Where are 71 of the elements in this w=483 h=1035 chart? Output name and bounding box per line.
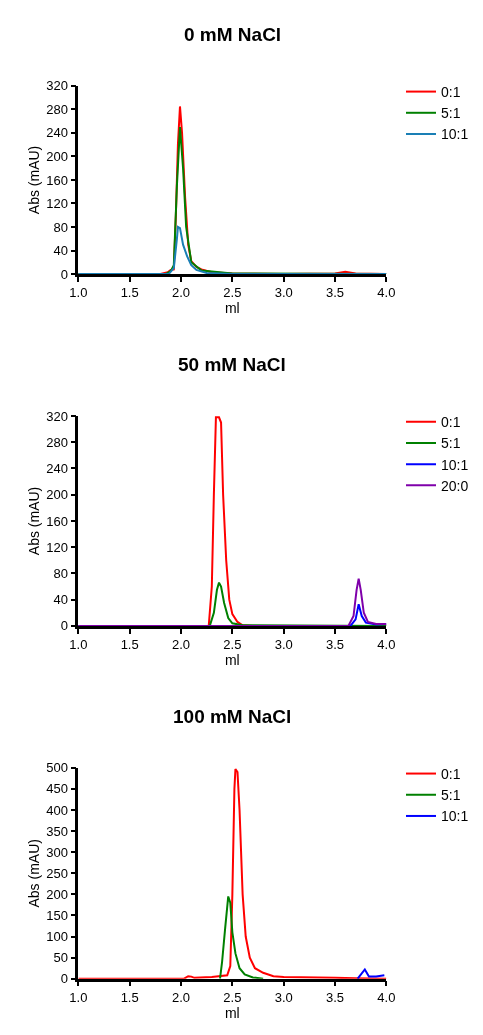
legend-label: 10:1 <box>441 126 469 143</box>
y-tick-label: 40 <box>53 243 68 259</box>
x-tick-label: 1.5 <box>120 285 139 301</box>
legend-label: 5:1 <box>441 435 461 452</box>
y-axis-title: Abs (mAU) <box>25 145 42 215</box>
x-axis-title: ml <box>224 1005 240 1022</box>
x-tick-label: 3.0 <box>274 637 293 653</box>
y-tick-label: 160 <box>46 172 68 188</box>
y-tick-label: 40 <box>53 592 68 608</box>
x-tick-label: 4.0 <box>377 285 396 301</box>
y-tick-label: 120 <box>46 539 68 555</box>
y-tick-label: 120 <box>46 196 68 212</box>
y-tick-label: 300 <box>46 844 68 860</box>
y-tick-label: 160 <box>46 513 68 529</box>
x-axis-title: ml <box>224 652 240 669</box>
x-tick-label: 3.5 <box>326 637 345 653</box>
y-tick-label: 80 <box>53 565 68 581</box>
y-tick-label: 200 <box>46 487 68 503</box>
y-tick-label: 280 <box>46 434 68 450</box>
x-axis-title: ml <box>224 300 240 317</box>
y-axis-title: Abs (mAU) <box>25 839 42 908</box>
chart-title: 100 mM NaCl <box>173 706 292 727</box>
x-tick-label: 3.5 <box>326 990 345 1006</box>
y-tick-label: 320 <box>46 78 68 94</box>
y-tick-label: 450 <box>46 781 68 797</box>
y-tick-label: 80 <box>53 219 68 235</box>
y-tick-label: 50 <box>53 950 68 966</box>
x-tick-label: 2.0 <box>171 285 191 301</box>
x-tick-label: 2.5 <box>223 637 242 653</box>
y-tick-label: 280 <box>46 101 68 117</box>
x-tick-label: 1.0 <box>69 285 88 301</box>
x-tick-label: 4.0 <box>377 637 396 653</box>
legend-label: 5:1 <box>441 105 461 122</box>
y-tick-label: 0 <box>60 266 68 282</box>
legend-label: 0:1 <box>441 84 461 101</box>
x-tick-label: 2.0 <box>171 637 191 653</box>
chart-title: 0 mM NaCl <box>184 24 282 45</box>
y-tick-label: 240 <box>46 125 68 141</box>
y-tick-label: 500 <box>46 760 68 776</box>
x-tick-label: 2.5 <box>223 285 242 301</box>
y-axis-title: Abs (mAU) <box>25 486 42 556</box>
x-tick-label: 2.5 <box>223 990 242 1006</box>
y-tick-label: 200 <box>46 886 68 902</box>
chart-title: 50 mM NaCl <box>178 354 286 375</box>
y-tick-label: 240 <box>46 461 68 477</box>
line-series <box>219 895 265 979</box>
x-tick-label: 3.0 <box>274 285 293 301</box>
legend-label: 20:0 <box>441 477 469 494</box>
y-tick-label: 150 <box>46 907 68 923</box>
x-tick-label: 1.0 <box>69 990 88 1006</box>
legend-label: 0:1 <box>441 414 461 431</box>
y-tick-label: 0 <box>60 618 68 634</box>
x-tick-label: 1.0 <box>69 637 88 653</box>
y-tick-label: 200 <box>46 148 68 164</box>
x-tick-label: 1.5 <box>120 637 139 653</box>
y-tick-label: 400 <box>46 802 68 818</box>
x-tick-label: 1.5 <box>120 990 139 1006</box>
y-tick-label: 0 <box>60 971 68 987</box>
x-tick-label: 3.0 <box>274 990 293 1006</box>
legend-label: 10:1 <box>441 456 469 473</box>
y-tick-label: 250 <box>46 865 68 881</box>
x-tick-label: 4.0 <box>377 990 396 1006</box>
x-tick-label: 3.5 <box>326 285 345 301</box>
y-tick-label: 320 <box>46 408 68 424</box>
y-tick-label: 350 <box>46 823 68 839</box>
line-series <box>356 968 386 979</box>
legend-label: 5:1 <box>441 787 461 804</box>
legend-label: 0:1 <box>441 766 461 783</box>
x-tick-label: 2.0 <box>171 990 191 1006</box>
legend-label: 10:1 <box>441 808 469 825</box>
y-tick-label: 100 <box>46 929 68 945</box>
